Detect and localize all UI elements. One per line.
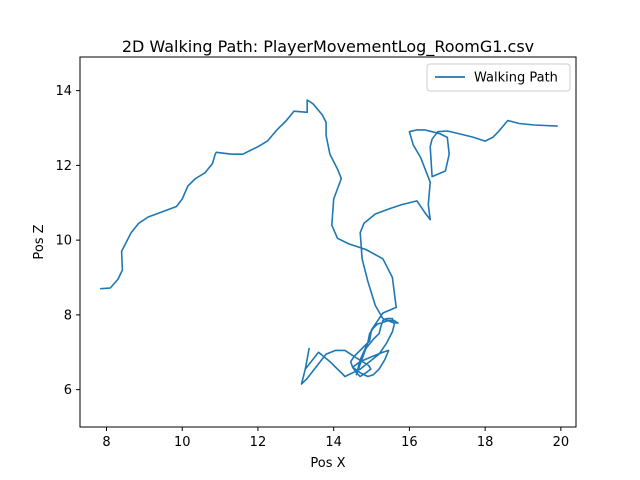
- y-tick-label: 14: [55, 84, 72, 99]
- walking-path-line: [100, 99, 558, 385]
- legend-box: [426, 63, 571, 92]
- x-tick-label: 20: [553, 435, 570, 450]
- legend-label: Walking Path: [474, 71, 558, 86]
- y-axis-title: Pos Z: [32, 224, 47, 259]
- y-tick-label: 10: [55, 234, 72, 249]
- x-axis-title: Pos X: [310, 456, 345, 471]
- y-tick-label: 8: [64, 308, 72, 323]
- x-tick-label: 18: [477, 435, 494, 450]
- y-axis-ticks: 6 8 10 12 14: [55, 84, 80, 398]
- plot-frame: [79, 56, 577, 428]
- x-tick-label: 8: [102, 435, 110, 450]
- y-tick-label: 6: [64, 383, 72, 398]
- y-tick-label: 12: [55, 159, 72, 174]
- x-tick-label: 10: [174, 435, 191, 450]
- chart-title: 2D Walking Path: PlayerMovementLog_RoomG…: [122, 37, 534, 57]
- x-tick-label: 14: [325, 435, 342, 450]
- x-tick-label: 12: [250, 435, 267, 450]
- legend: Walking Path: [426, 63, 571, 92]
- x-tick-label: 16: [401, 435, 418, 450]
- x-axis-ticks: 8 10 12 14 16 18 20: [102, 427, 569, 450]
